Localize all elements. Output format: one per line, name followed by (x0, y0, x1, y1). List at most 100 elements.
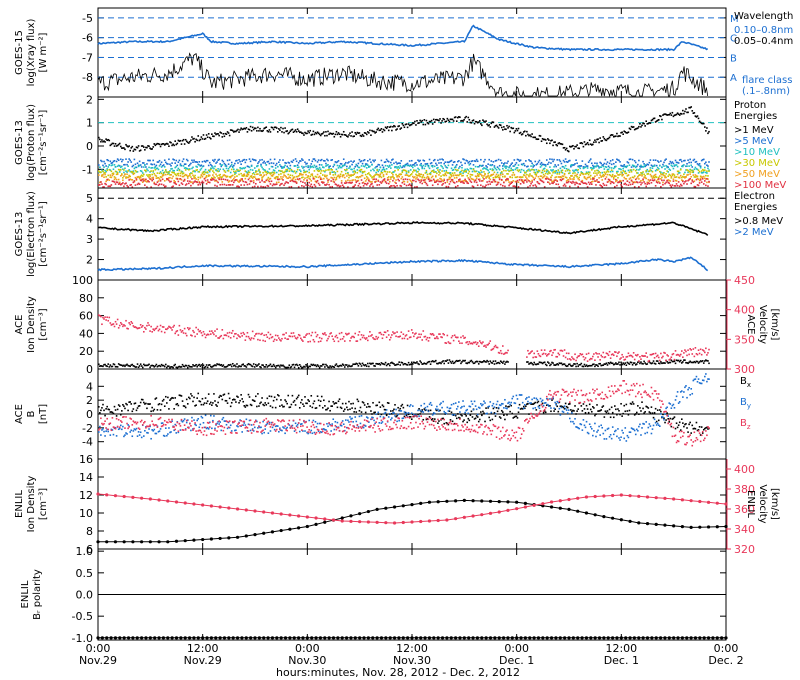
data-point (98, 184, 100, 186)
data-point (156, 167, 159, 170)
data-point (566, 149, 569, 152)
data-point (345, 364, 347, 366)
data-point (271, 175, 274, 177)
data-point (452, 174, 455, 176)
data-point (159, 163, 162, 166)
data-point (673, 358, 676, 361)
data-point (548, 362, 550, 364)
data-point (175, 403, 178, 406)
data-point (643, 181, 645, 183)
data-point (498, 178, 501, 180)
data-point (181, 160, 184, 163)
data-point (574, 363, 576, 365)
data-point (436, 335, 438, 338)
data-point (284, 164, 286, 167)
data-point (209, 137, 212, 140)
data-point (506, 360, 508, 363)
data-point (115, 160, 118, 163)
data-point (472, 119, 475, 121)
data-point (595, 165, 597, 168)
data-point (303, 171, 305, 174)
data-point (458, 116, 460, 118)
data-point (216, 180, 218, 183)
data-point (130, 147, 133, 149)
data-point (537, 161, 540, 163)
y-tick-label: 40 (79, 327, 93, 340)
data-point (572, 180, 574, 183)
data-point (220, 176, 223, 179)
data-point (539, 175, 542, 177)
data-point (382, 166, 385, 169)
data-point (104, 162, 106, 165)
data-point (170, 180, 172, 183)
data-point (180, 395, 183, 397)
data-point (330, 180, 332, 182)
data-point (699, 121, 702, 124)
data-point (603, 168, 606, 170)
data-point (401, 361, 404, 364)
data-point (521, 164, 524, 166)
data-point (200, 364, 203, 366)
data-point (134, 176, 137, 179)
data-point (416, 185, 418, 188)
data-point (579, 183, 582, 185)
data-point (393, 171, 395, 173)
data-point (250, 175, 253, 177)
data-point (255, 170, 257, 172)
data-point (617, 170, 619, 173)
data-point (485, 184, 487, 187)
data-point (212, 159, 214, 162)
data-point (330, 159, 332, 162)
data-point (321, 132, 324, 135)
data-point (564, 356, 567, 359)
data-point (131, 363, 134, 366)
data-point (516, 167, 519, 169)
data-point (358, 362, 361, 365)
data-point (323, 131, 325, 133)
data-point (106, 316, 108, 319)
data-point (651, 170, 654, 173)
data-point (336, 161, 339, 163)
data-point (181, 139, 184, 142)
data-point (409, 336, 412, 338)
data-point (359, 169, 362, 171)
data-point (420, 121, 422, 123)
data-point (612, 135, 615, 138)
data-point (552, 351, 554, 354)
data-point (256, 165, 258, 168)
data-point (532, 176, 534, 179)
data-point (377, 336, 380, 339)
data-point (137, 405, 140, 407)
data-point (146, 324, 148, 327)
data-point (350, 365, 352, 368)
data-point (325, 184, 327, 186)
data-point (355, 180, 358, 183)
data-point (397, 162, 399, 165)
data-point (663, 113, 665, 116)
data-point (353, 185, 355, 188)
data-point (684, 359, 686, 361)
data-point (217, 181, 219, 184)
data-point (250, 180, 253, 182)
data-point (600, 354, 602, 357)
data-point (242, 175, 245, 177)
data-point (242, 128, 245, 130)
data-point (385, 168, 388, 170)
data-point (567, 150, 570, 153)
data-point (596, 169, 598, 172)
data-point (278, 128, 280, 130)
data-point (104, 171, 106, 174)
data-point (628, 181, 631, 184)
data-point (698, 361, 701, 363)
data-point (592, 143, 594, 146)
data-point (691, 353, 694, 355)
data-point (233, 170, 235, 173)
data-point (708, 169, 710, 172)
data-point (462, 181, 464, 184)
data-point (588, 183, 591, 186)
data-point (533, 361, 536, 364)
data-point (102, 140, 104, 143)
data-point (697, 178, 700, 181)
data-point (464, 359, 466, 362)
data-point (144, 149, 146, 151)
